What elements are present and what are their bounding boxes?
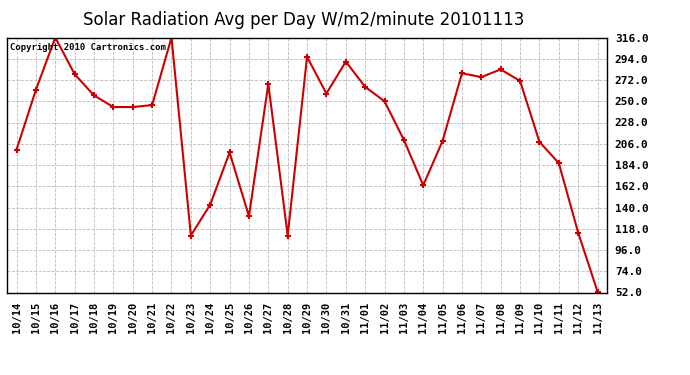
Text: Solar Radiation Avg per Day W/m2/minute 20101113: Solar Radiation Avg per Day W/m2/minute …	[83, 11, 524, 29]
Text: Copyright 2010 Cartronics.com: Copyright 2010 Cartronics.com	[10, 43, 166, 52]
